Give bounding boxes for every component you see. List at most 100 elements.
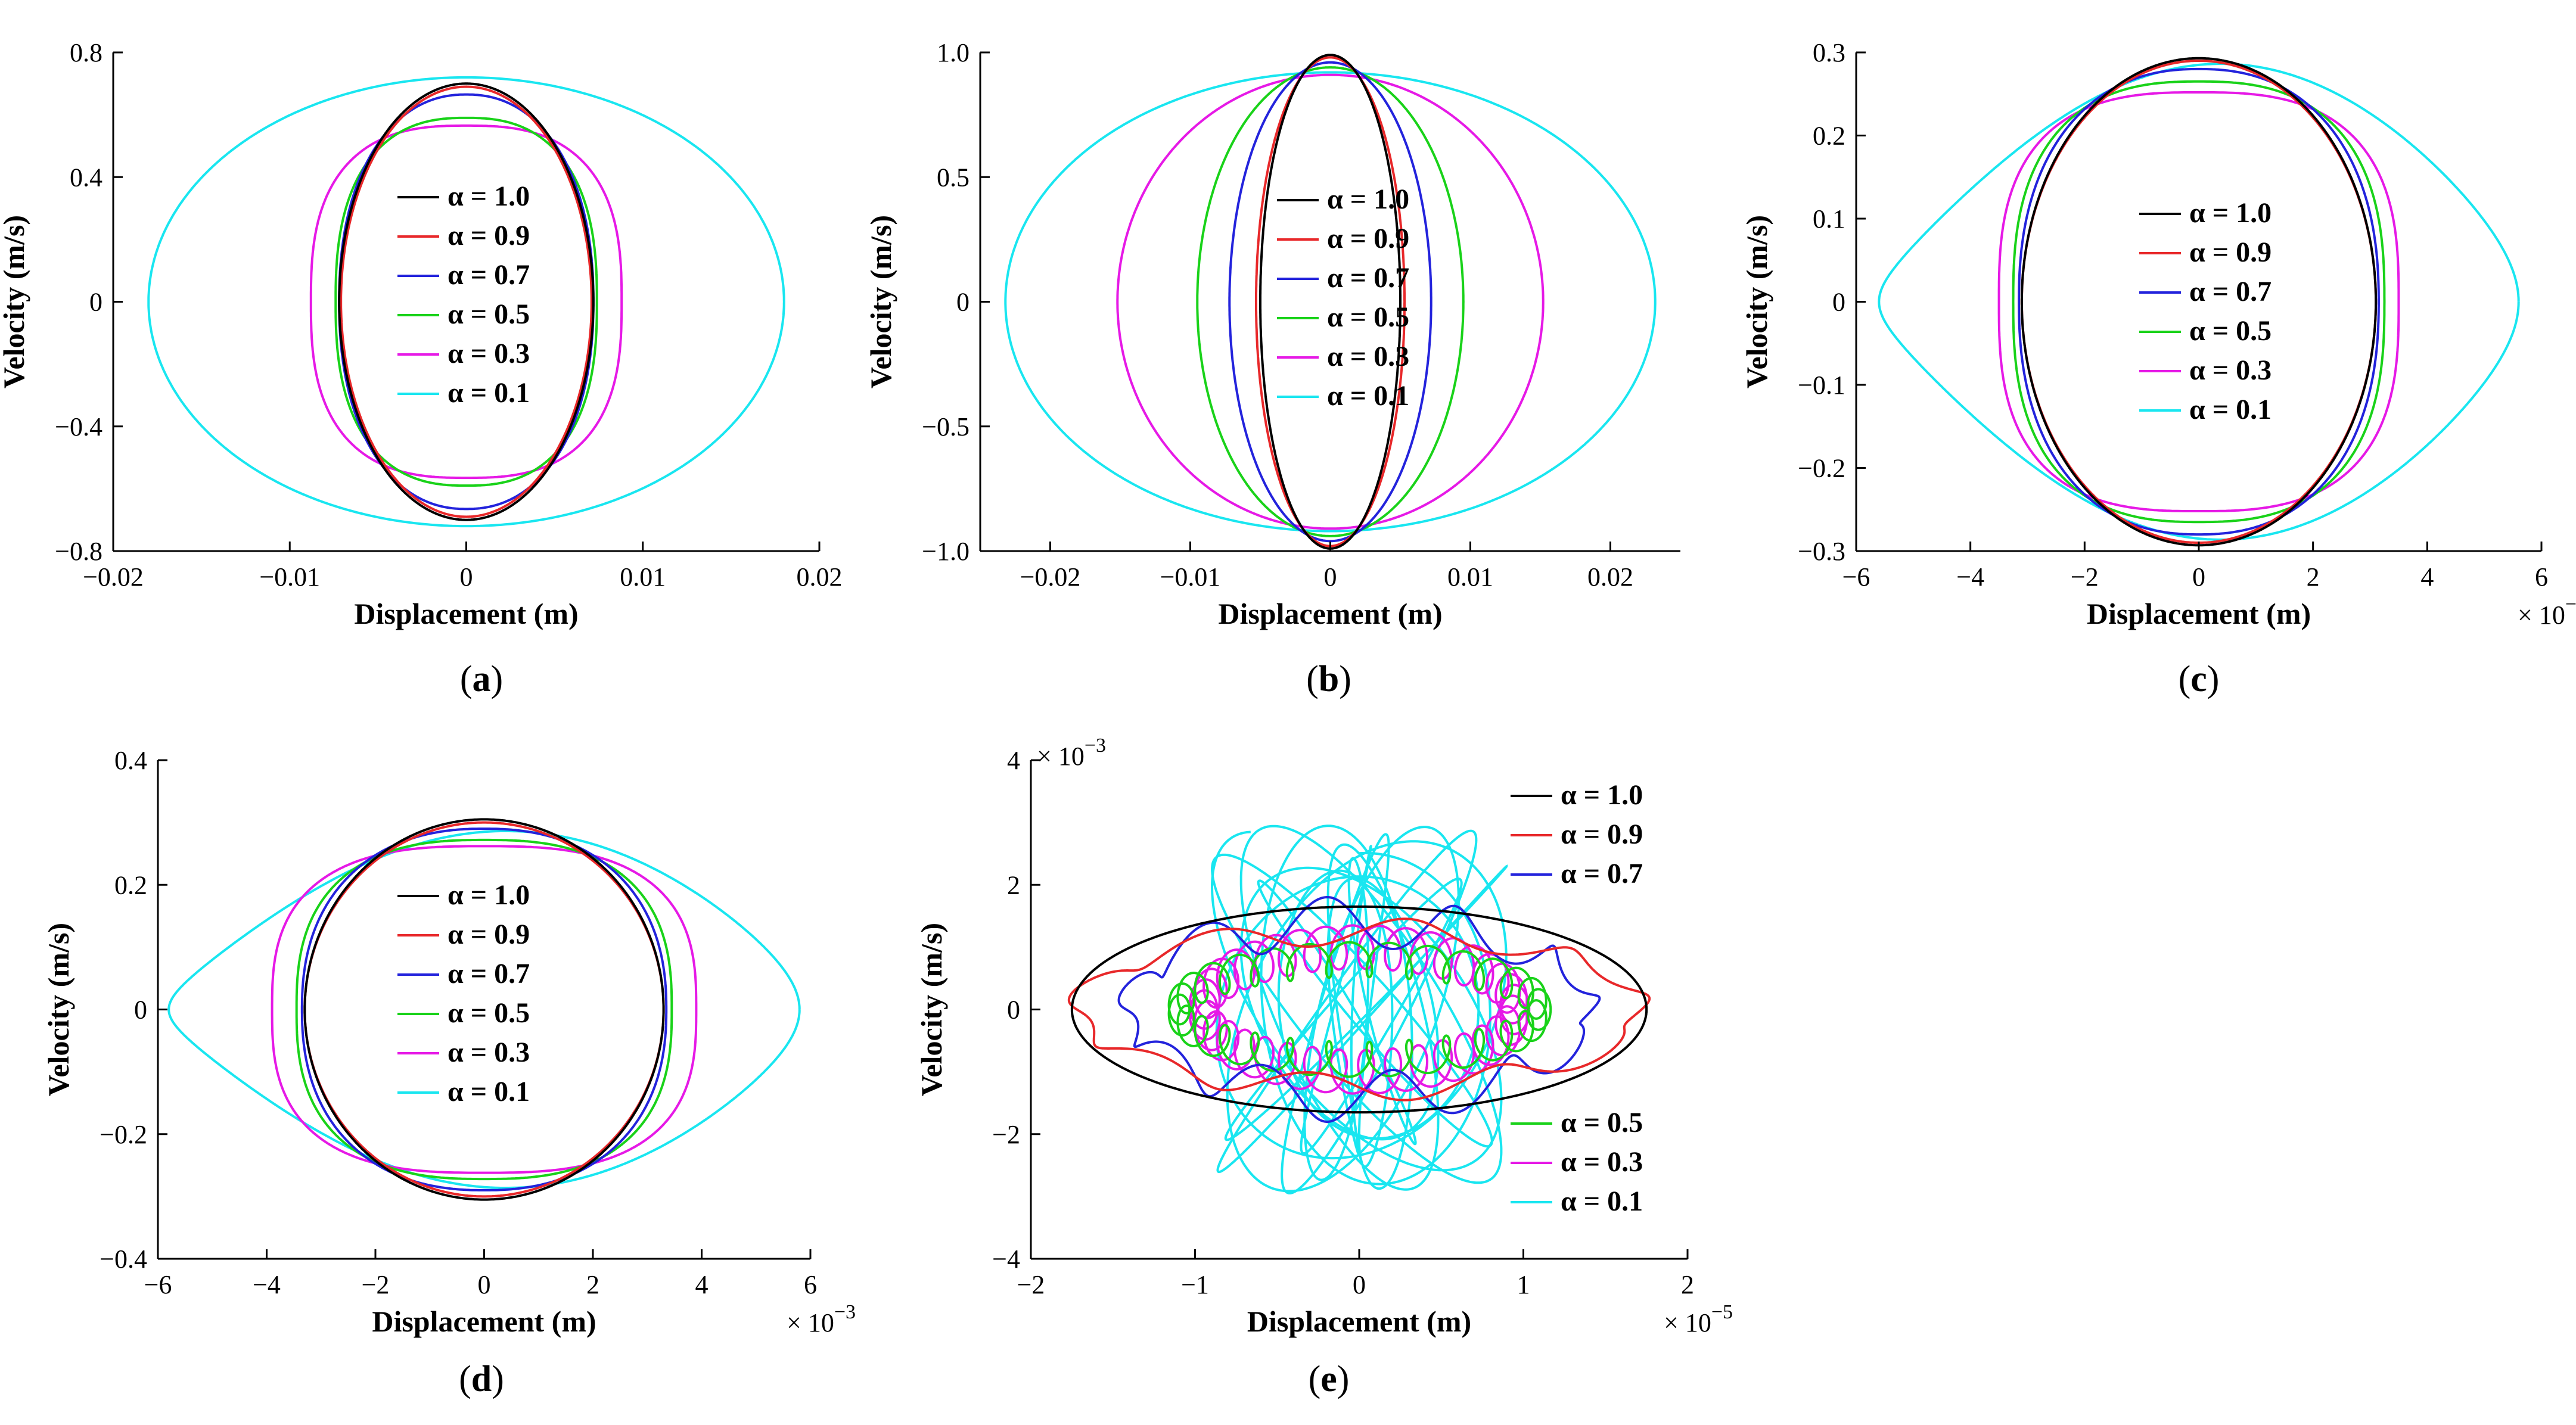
y-tick-label: −0.4: [100, 1244, 147, 1274]
y-tick-label: −0.8: [55, 537, 102, 566]
x-scale-base: × 10: [2518, 601, 2565, 630]
x-scale-multiplier: × 10−5: [1664, 1301, 1733, 1337]
x-axis-label: Displacement (m): [354, 597, 578, 630]
x-axis-label: Displacement (m): [2087, 597, 2311, 630]
legend-label: α = 0.9: [1561, 819, 1643, 850]
y-tick-label: 0.2: [1813, 122, 1845, 151]
legend-label: α = 0.7: [448, 259, 530, 291]
series-line-alpha-07: [2018, 67, 2380, 536]
x-tick-label: −2: [1017, 1270, 1045, 1299]
legend-label: α = 0.5: [1561, 1107, 1643, 1138]
y-axis-label: Velocity (m/s): [42, 923, 75, 1096]
legend-label: α = 1.0: [1561, 779, 1643, 811]
y-tick-label: −4: [992, 1244, 1020, 1274]
legend-label: α = 0.5: [1327, 301, 1409, 333]
y-tick-label: 0.2: [114, 870, 147, 900]
x-tick-label: 0.01: [620, 562, 666, 592]
x-tick-label: 0: [478, 1270, 491, 1299]
y-tick-label: −0.3: [1798, 537, 1845, 566]
panel-label-letter: c: [2190, 659, 2207, 699]
series-line-alpha-10: [2020, 57, 2378, 547]
legend-label: α = 0.9: [448, 919, 530, 950]
legend-label: α = 0.5: [448, 997, 530, 1029]
x-tick-label: 4: [2420, 562, 2434, 592]
panel-d: −6 −4 −2 0 2 4 6 −0.4 −0.2 0 0.2 0.4 Displacement (m…: [42, 746, 856, 1399]
legend-label: α = 0.1: [1561, 1186, 1643, 1217]
x-tick-label: 0: [460, 562, 473, 592]
series-line-alpha-01: [1211, 824, 1508, 1194]
panel-label-letter: d: [471, 1359, 492, 1399]
series-line-alpha-10: [1259, 54, 1402, 550]
legend-label: α = 0.1: [448, 1076, 530, 1107]
panel-b: −0.02 −0.01 0 0.01 0.02 −1.0 −0.5 0 0.5 1.0 Displa…: [864, 38, 1680, 699]
x-tick-label: 0.02: [797, 562, 843, 592]
y-axis-label: Velocity (m/s): [0, 215, 30, 388]
y-tick-label: −1.0: [922, 537, 970, 566]
series-line-alpha-10: [1070, 905, 1648, 1114]
series-line-alpha-05: [334, 116, 598, 487]
legend-label: α = 0.1: [1327, 380, 1409, 412]
x-tick-label: 1: [1517, 1270, 1530, 1299]
x-tick-label: −6: [144, 1270, 172, 1299]
series-line-alpha-10: [303, 818, 665, 1201]
y-tick-label: −2: [992, 1120, 1020, 1149]
series-line-alpha-07: [1117, 895, 1601, 1124]
series-line-alpha-03: [1116, 73, 1545, 530]
y-scale-exponent: −3: [1085, 735, 1106, 757]
legend-label: α = 0.3: [1561, 1146, 1643, 1178]
y-tick-label: −0.2: [100, 1120, 147, 1149]
y-tick-label: 0: [134, 995, 147, 1025]
legend-label: α = 0.7: [448, 958, 530, 990]
y-scale-multiplier: × 10−3: [1037, 735, 1106, 771]
y-tick-label: 0.4: [70, 163, 102, 192]
x-tick-label: −0.02: [83, 562, 144, 592]
x-tick-label: 2: [2307, 562, 2320, 592]
series-line-alpha-07: [1228, 61, 1433, 543]
legend: α = 1.0 α = 0.9 α = 0.7 α = 0.5 α = 0.3 α = 0…: [397, 879, 530, 1107]
panel-label-letter: b: [1319, 659, 1339, 699]
x-scale-base: × 10: [1664, 1308, 1711, 1337]
x-tick-label: −4: [1956, 562, 1984, 592]
y-tick-label: −0.2: [1798, 454, 1845, 483]
y-tick-label: −0.1: [1798, 371, 1845, 400]
series-line-alpha-01: [1004, 71, 1657, 533]
legend: α = 1.0 α = 0.9 α = 0.7: [1511, 779, 1643, 889]
y-tick-label: 1.0: [937, 38, 970, 67]
x-tick-label: 0: [1324, 562, 1337, 592]
legend-label: α = 1.0: [448, 879, 530, 911]
x-scale-multiplier: × 10−3: [2518, 593, 2576, 630]
x-tick-label: 4: [695, 1270, 709, 1299]
x-tick-label: −2: [362, 1270, 390, 1299]
y-tick-label: 4: [1007, 746, 1020, 775]
series-line-alpha-10: [338, 82, 595, 521]
plot-area: [167, 818, 801, 1201]
x-tick-label: −1: [1181, 1270, 1209, 1299]
x-tick-label: −0.01: [1160, 562, 1221, 592]
y-tick-label: 0.3: [1813, 38, 1845, 67]
series-line-alpha-09: [340, 85, 593, 518]
legend-label: α = 0.9: [448, 220, 530, 251]
x-tick-label: −6: [1842, 562, 1870, 592]
x-tick-label: 0: [1353, 1270, 1366, 1299]
series-line-alpha-01: [167, 830, 801, 1189]
x-tick-label: 0.01: [1447, 562, 1493, 592]
y-axis-label: Velocity (m/s): [1740, 215, 1773, 388]
plot-area: [1067, 824, 1651, 1194]
x-tick-label: −4: [253, 1270, 281, 1299]
y-tick-label: −0.5: [922, 412, 970, 441]
legend-label: α = 1.0: [1327, 183, 1409, 215]
legend-label: α = 0.7: [1561, 858, 1643, 889]
panel-label: (b): [1306, 659, 1351, 699]
panel-a: −0.02 −0.01 0 0.01 0.02 −0.8 −0.4 0 0.4 0.8 Displa…: [0, 38, 843, 699]
legend-label: α = 0.7: [1327, 262, 1409, 294]
legend: α = 0.5 α = 0.3 α = 0.1: [1511, 1107, 1643, 1217]
y-tick-label: 0: [956, 288, 970, 317]
x-axis-label: Displacement (m): [372, 1305, 596, 1338]
y-axis-label: Velocity (m/s): [864, 215, 897, 388]
x-tick-label: 6: [804, 1270, 817, 1299]
plot-area: [147, 76, 785, 528]
plot-area: [1004, 54, 1657, 550]
y-tick-label: 0: [89, 288, 102, 317]
series-line-alpha-05: [1167, 941, 1552, 1078]
